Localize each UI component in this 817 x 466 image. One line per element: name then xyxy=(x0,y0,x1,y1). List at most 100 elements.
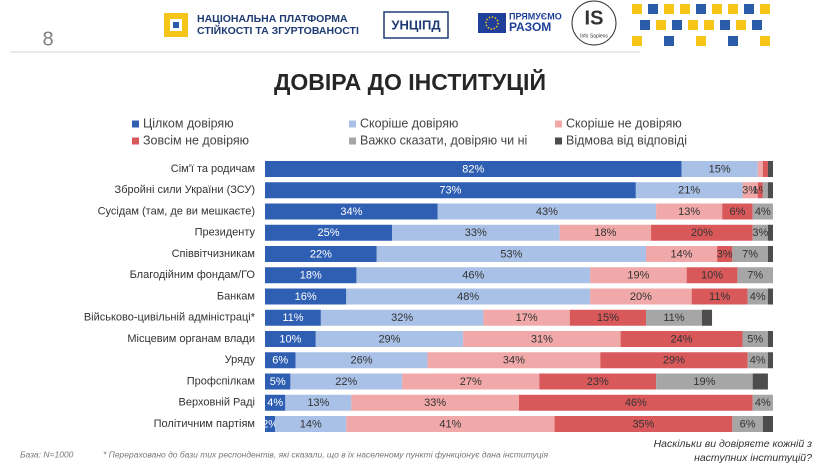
category-label: Місцевим органам влади xyxy=(127,333,255,345)
is-logo xyxy=(571,0,617,46)
bar-segment xyxy=(767,288,773,305)
value-label: 48% xyxy=(457,291,479,303)
value-label: 43% xyxy=(536,206,558,218)
legend-swatch xyxy=(132,120,139,128)
platform-logo xyxy=(164,13,188,37)
legend-swatch xyxy=(555,120,562,128)
value-label: 23% xyxy=(587,376,609,388)
bar-segment xyxy=(762,161,768,177)
bar-segment xyxy=(427,352,601,369)
bar-segment xyxy=(569,309,646,326)
value-label: 16% xyxy=(295,291,317,303)
bar-segment xyxy=(762,416,773,432)
bar-segment xyxy=(346,416,555,432)
value-label: 18% xyxy=(300,270,322,282)
uncipd-logo xyxy=(383,11,449,39)
footer-note: * Перераховано до бази тих респондентів,… xyxy=(103,449,548,459)
value-label: 4% xyxy=(750,291,766,303)
page-number: 8 xyxy=(42,28,53,50)
bar-segment xyxy=(265,352,296,369)
value-label: 82% xyxy=(462,163,484,175)
value-label: 7% xyxy=(742,248,758,260)
bar-segment xyxy=(656,203,723,220)
value-label: 46% xyxy=(462,270,484,282)
value-label: 3% xyxy=(717,248,733,260)
bar-segment xyxy=(295,352,428,369)
bar-segment xyxy=(686,267,738,284)
bar-segment xyxy=(747,288,768,305)
footer-base: База: N=1000 xyxy=(20,449,74,459)
value-label: 13% xyxy=(307,397,329,409)
legend-label: Зовсім не довіряю xyxy=(143,133,249,147)
value-label: 4% xyxy=(755,397,771,409)
bar-segment xyxy=(265,288,347,305)
value-label: 14% xyxy=(671,248,693,260)
bar-segment xyxy=(590,288,692,305)
value-label: 4% xyxy=(755,206,771,218)
value-label: 29% xyxy=(378,333,400,345)
legend-swatch xyxy=(349,120,356,128)
value-label: 29% xyxy=(663,355,685,367)
value-label: 15% xyxy=(597,312,619,324)
value-label: 4% xyxy=(750,355,766,367)
bar-segment xyxy=(265,373,291,390)
bar-segment xyxy=(646,246,718,262)
value-label: 3% xyxy=(742,185,758,197)
bar-segment xyxy=(402,373,540,390)
value-label: 4% xyxy=(267,397,283,409)
value-label: 2% xyxy=(262,418,278,430)
legend-swatch xyxy=(132,137,139,145)
value-label: 33% xyxy=(465,227,487,239)
value-label: 32% xyxy=(391,312,413,324)
question: наступних інституцій? xyxy=(694,452,812,464)
value-label: 14% xyxy=(300,418,322,430)
legend-swatch xyxy=(555,137,562,145)
bar-segment xyxy=(767,182,773,199)
value-label: 5% xyxy=(747,333,763,345)
value-label: 6% xyxy=(740,418,756,430)
category-label: Банкам xyxy=(217,290,255,302)
value-label: 34% xyxy=(340,206,362,218)
bar-segment xyxy=(265,394,286,411)
bar-segment xyxy=(732,246,768,262)
bar-segment xyxy=(767,224,773,241)
bar-segment xyxy=(290,373,403,390)
category-label: Президенту xyxy=(195,227,256,239)
bar-segment xyxy=(752,224,768,241)
bar-segment xyxy=(737,267,773,284)
eu-stars xyxy=(485,16,499,30)
bar-segment xyxy=(356,267,591,284)
value-label: 22% xyxy=(310,248,332,260)
category-label: Збройні сили України (ЗСУ) xyxy=(115,184,255,196)
bar-segment xyxy=(757,161,763,177)
value-label: 24% xyxy=(671,333,693,345)
bar-segment xyxy=(717,246,733,262)
bar-segment xyxy=(275,416,347,432)
bar-segment xyxy=(265,161,682,177)
value-label: 20% xyxy=(630,291,652,303)
bar-segment xyxy=(722,203,753,220)
bar-segment xyxy=(752,394,773,411)
category-label: Співвітчизникам xyxy=(172,248,255,260)
legend-swatch xyxy=(349,137,356,145)
category-label: Сусідам (там, де ви мешкаєте) xyxy=(98,205,255,217)
category-label: Уряду xyxy=(225,354,256,366)
bar-segment xyxy=(600,352,748,369)
value-label: 41% xyxy=(439,418,461,430)
value-label: 31% xyxy=(531,333,553,345)
bar-segment xyxy=(752,203,773,220)
value-label: 18% xyxy=(594,227,616,239)
bar-segment xyxy=(265,224,392,241)
value-label: 13% xyxy=(678,206,700,218)
bar-segment xyxy=(265,331,316,347)
bar-segment xyxy=(315,331,464,347)
value-label: 26% xyxy=(351,355,373,367)
value-label: 21% xyxy=(678,185,700,197)
bar-segment xyxy=(681,161,758,177)
value-label: 6% xyxy=(729,206,745,218)
bar-segment xyxy=(691,288,748,305)
value-label: 22% xyxy=(335,376,357,388)
value-label: 11% xyxy=(709,291,730,303)
value-label: 6% xyxy=(272,355,288,367)
